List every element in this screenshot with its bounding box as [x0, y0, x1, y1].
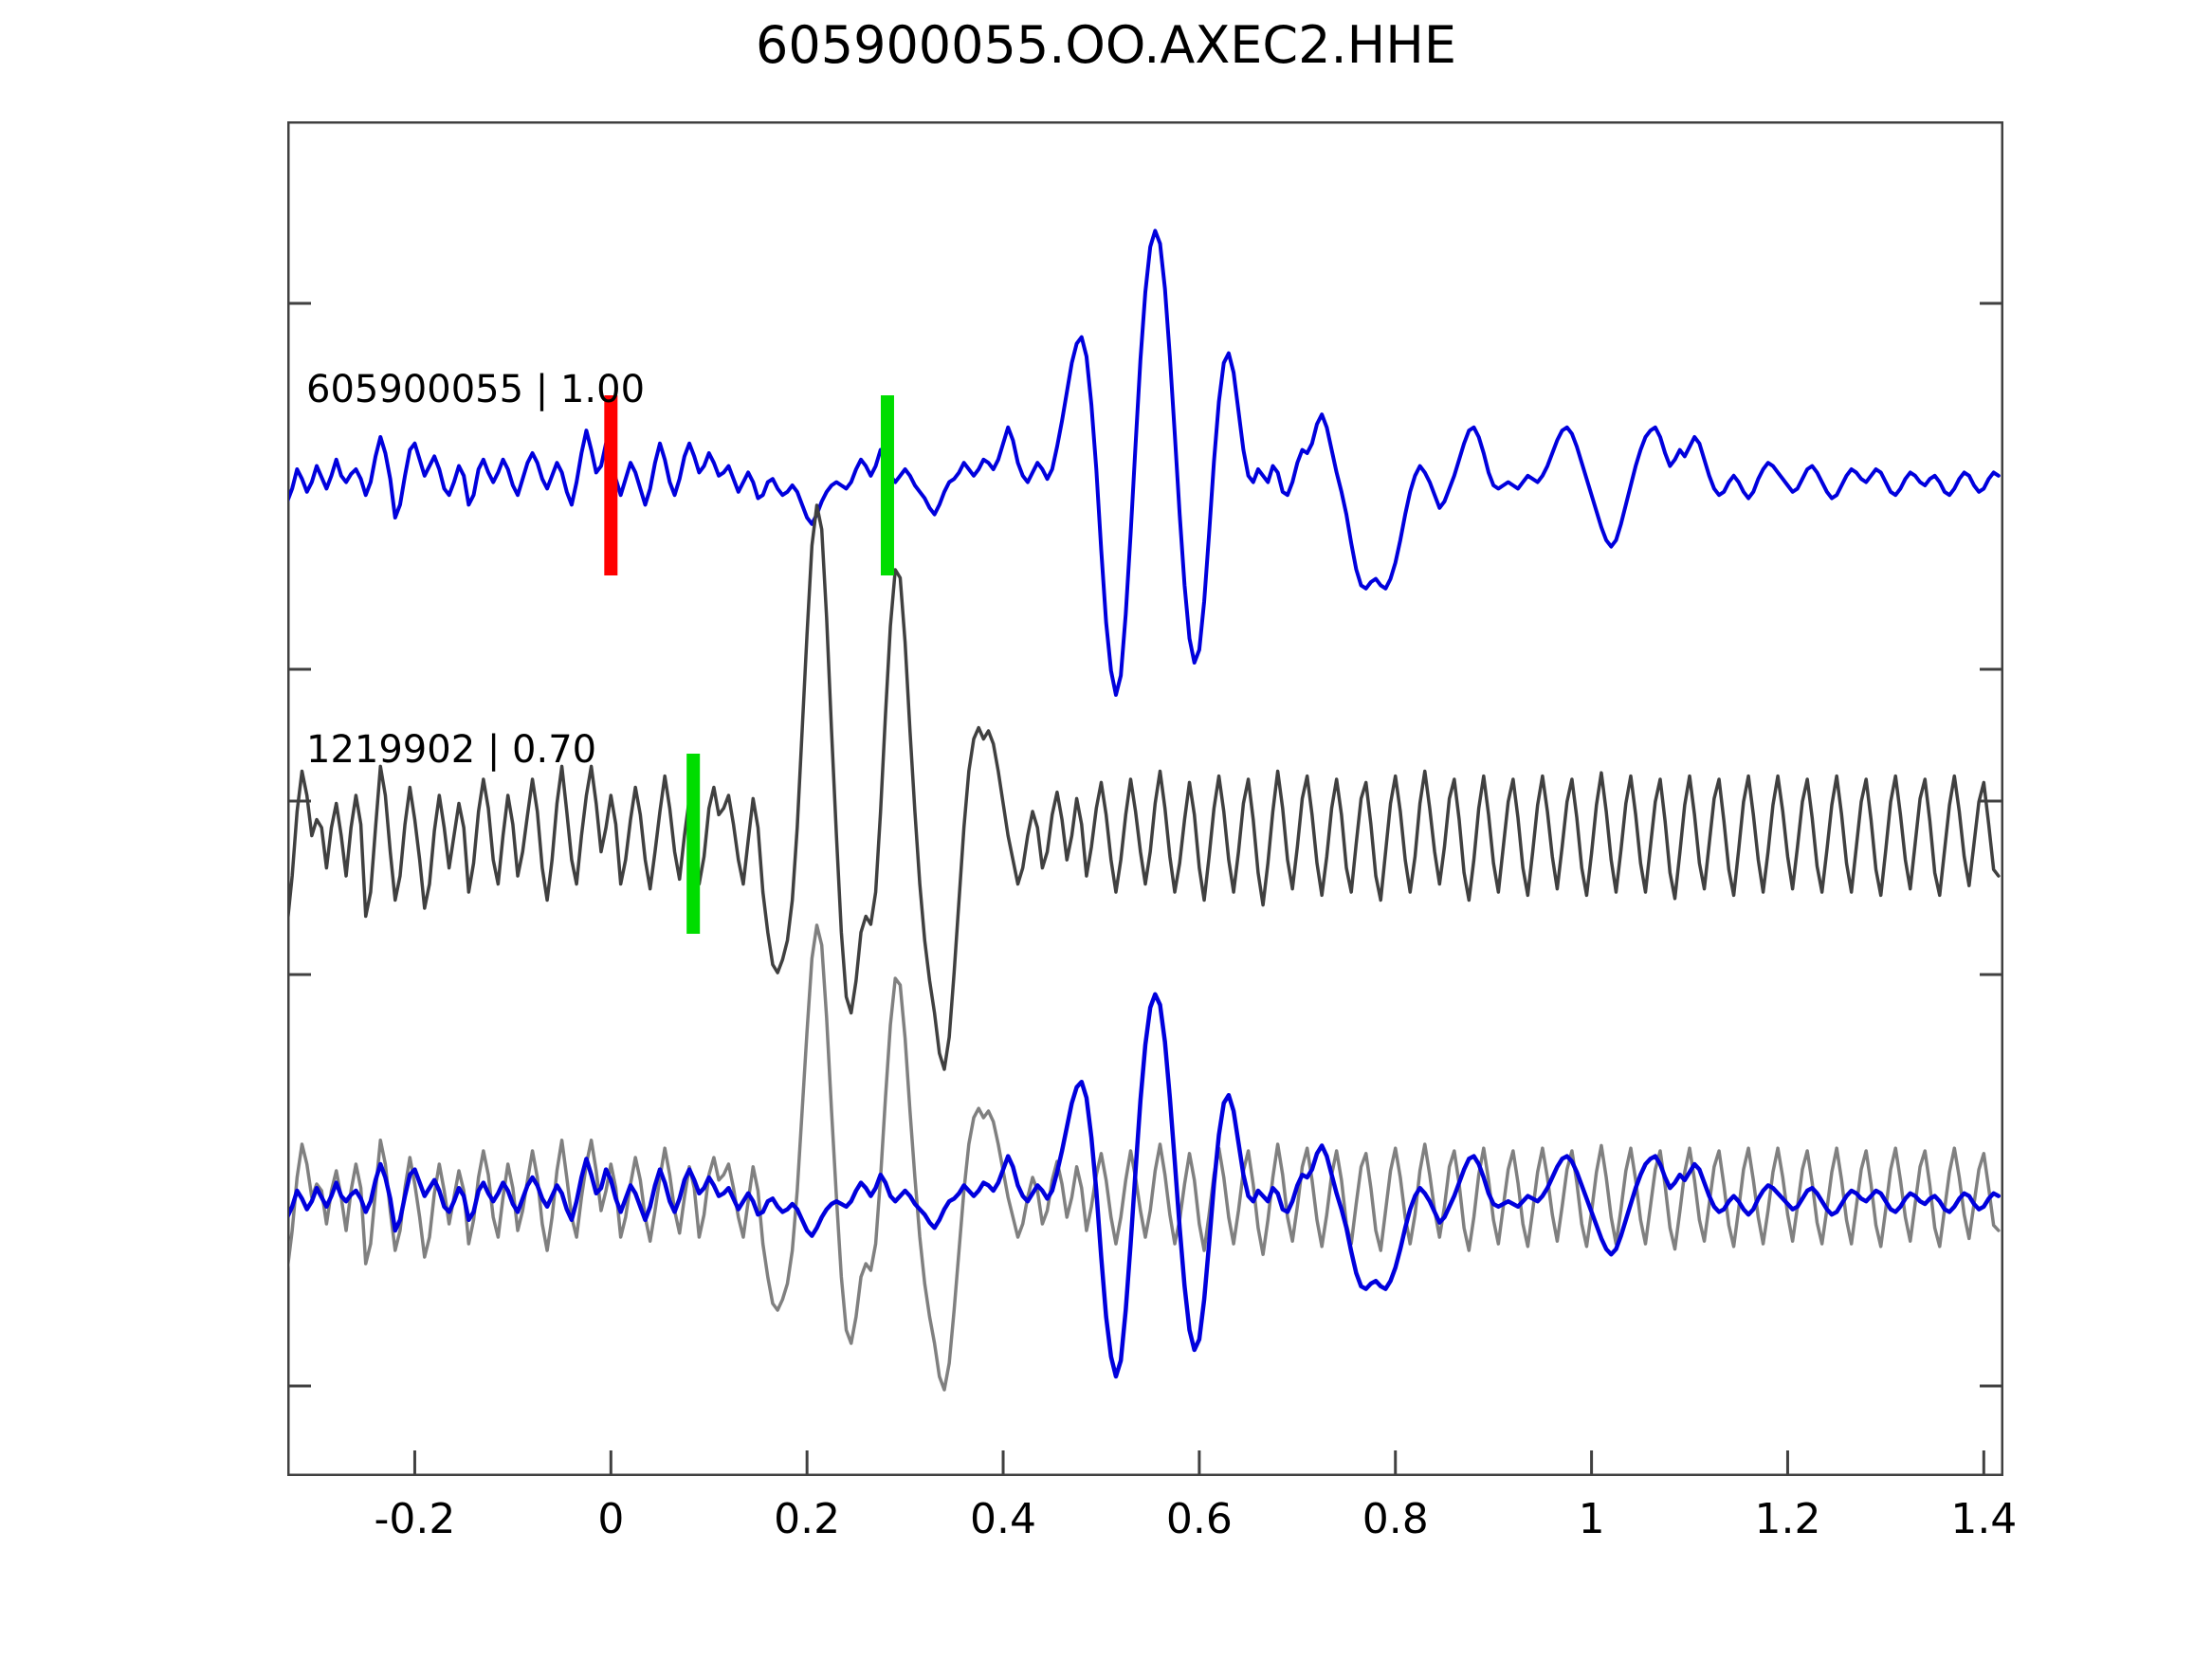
x-tick-label: 0.4	[970, 1495, 1037, 1543]
axis-frame	[287, 121, 2003, 1476]
trace-label-secondary: 1219902 | 0.70	[306, 728, 597, 772]
green-pick-trace1	[880, 395, 894, 575]
trace-label-primary: 605900055 | 1.00	[306, 368, 646, 411]
x-tick-label: 1.2	[1754, 1495, 1821, 1543]
trace-overlay-gray	[289, 923, 2001, 1392]
x-tick-label: 0.6	[1165, 1495, 1233, 1543]
waveform-plot-svg	[287, 121, 2003, 1476]
trace-overlay-blue	[289, 992, 2002, 1379]
x-tick-label: -0.2	[374, 1495, 456, 1543]
waveform-traces	[289, 228, 2002, 1392]
page-title: 605900055.OO.AXEC2.HHE	[756, 15, 1456, 75]
red-pick-trace1	[604, 395, 618, 575]
y-tick-marks	[288, 301, 2002, 1388]
plot-area: 605900055 | 1.00 1219902 | 0.70	[287, 121, 2003, 1476]
x-axis-tick-labels: -0.2 0 0.2 0.4 0.6 0.8 1 1.2 1.4	[0, 1495, 2212, 1561]
x-tick-marks	[412, 1450, 1985, 1475]
x-tick-label: 1	[1578, 1495, 1605, 1543]
x-tick-label: 0.8	[1362, 1495, 1429, 1543]
x-tick-label: 0.2	[774, 1495, 841, 1543]
pick-markers	[604, 395, 894, 934]
trace-primary-blue	[289, 228, 2001, 697]
x-tick-label: 1.4	[1950, 1495, 2018, 1543]
x-tick-label: 0	[597, 1495, 625, 1543]
green-pick-trace2	[686, 754, 701, 934]
trace-secondary-gray	[289, 503, 2001, 1071]
